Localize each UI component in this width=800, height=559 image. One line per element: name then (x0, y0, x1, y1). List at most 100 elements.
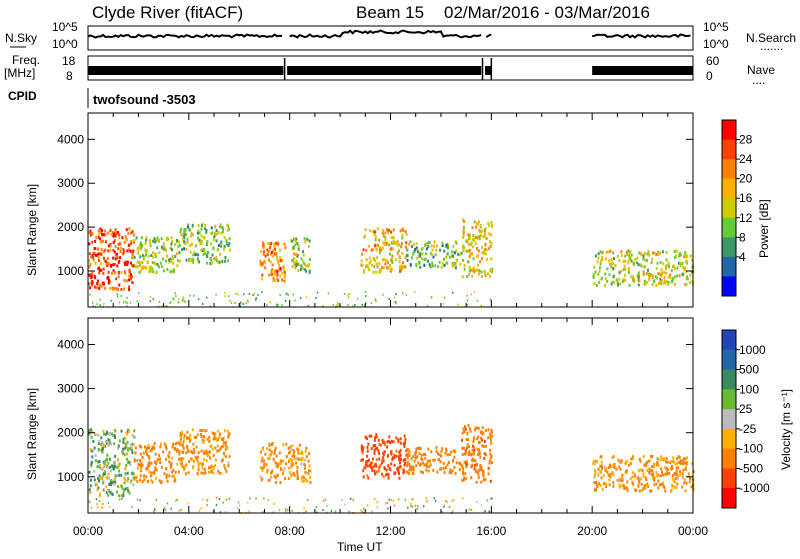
scatter-cell (262, 446, 265, 450)
scatter-cell (91, 281, 94, 285)
scatter-cell (682, 468, 685, 472)
scatter-cell (130, 443, 132, 447)
scatter-cell (462, 258, 465, 262)
scatter-cell (104, 459, 107, 463)
scatter-cell (118, 462, 121, 466)
scatter-cell (608, 259, 611, 263)
scatter-cell (124, 436, 127, 440)
scatter-cell (139, 445, 142, 449)
scatter-cell (642, 273, 645, 277)
scatter-cell (267, 457, 270, 461)
scatter-cell (384, 262, 387, 266)
scatter-cell (368, 261, 371, 265)
scatter-cell (184, 233, 187, 237)
scatter-cell (601, 276, 604, 280)
scatter-cell (139, 452, 142, 456)
scatter-cell (620, 253, 623, 257)
scatter-cell (660, 482, 663, 486)
scatter-cell (218, 471, 221, 475)
scatter-speckle (129, 301, 132, 304)
scatter-speckle (361, 303, 363, 306)
scatter-cell (112, 269, 115, 273)
scatter-cell (660, 282, 663, 286)
scatter-cell (665, 280, 668, 283)
scatter-cell (616, 478, 619, 482)
scatter-cell (206, 255, 209, 259)
scatter-cell (157, 458, 160, 462)
scatter-cell (481, 469, 484, 473)
scatter-cell (150, 254, 153, 257)
scatter-cell (660, 455, 663, 459)
scatter-cell (215, 255, 218, 259)
scatter-cell (389, 441, 391, 444)
x-tick-label: 16:00 (476, 524, 506, 538)
scatter-cell (159, 261, 162, 265)
scatter-cell (633, 474, 636, 478)
scatter-cell (661, 457, 664, 461)
scatter-cell (138, 463, 141, 467)
scatter-cell (664, 465, 667, 469)
scatter-cell (637, 484, 640, 488)
scatter-cell (295, 461, 297, 465)
scatter-speckle (476, 299, 479, 302)
scatter-cell (681, 261, 684, 265)
scatter-cell (187, 450, 190, 454)
scatter-cell (171, 248, 173, 252)
scatter-cell (144, 253, 147, 257)
scatter-cell (679, 459, 682, 463)
scatter-cell (133, 435, 136, 439)
scatter-cell (212, 437, 215, 441)
scatter-cell (646, 252, 649, 256)
scatter-cell (294, 266, 297, 270)
scatter-speckle (350, 497, 352, 500)
beam-label: Beam 15 (356, 3, 424, 22)
scatter-cell (608, 483, 611, 487)
scatter-cell (136, 247, 139, 250)
scatter-cell (475, 470, 478, 474)
scatter-cell (437, 265, 440, 269)
scatter-cell (374, 444, 377, 447)
scatter-speckle (103, 302, 105, 305)
colorbar-tick-label: 8 (739, 230, 746, 244)
scatter-cell (108, 482, 111, 486)
scatter-cell (150, 461, 153, 465)
scatter-cell (219, 447, 222, 451)
scatter-cell (224, 256, 227, 260)
scatter-cell (106, 276, 109, 280)
scatter-cell (92, 251, 95, 255)
scatter-speckle (412, 497, 414, 500)
scatter-cell (643, 251, 646, 255)
scatter-cell (644, 476, 647, 480)
scatter-cell (146, 446, 149, 450)
scatter-cell (118, 494, 121, 498)
scatter-speckle (206, 504, 208, 507)
scatter-cell (168, 474, 171, 478)
scatter-cell (221, 437, 224, 441)
scatter-cell (370, 465, 373, 469)
scatter-cell (94, 285, 97, 289)
scatter-cell (373, 451, 376, 455)
scatter-cell (181, 465, 184, 468)
scatter-cell (483, 452, 486, 456)
scatter-cell (595, 482, 598, 486)
scatter-cell (686, 260, 688, 264)
scatter-cell (645, 461, 648, 465)
scatter-cell (88, 273, 91, 277)
scatter-cell (128, 288, 131, 292)
scatter-cell (273, 452, 276, 455)
scatter-speckle (374, 298, 377, 301)
freq-unit: [MHz] (4, 66, 35, 80)
scatter-cell (192, 459, 195, 463)
scatter-cell (225, 469, 228, 473)
scatter-cell (180, 457, 183, 460)
scatter-cell (127, 477, 130, 481)
scatter-cell (161, 245, 164, 249)
scatter-cell (294, 243, 297, 247)
scatter-cell (261, 262, 264, 265)
scatter-cell (281, 472, 284, 476)
scatter-speckle (285, 510, 287, 513)
scatter-cell (469, 233, 472, 237)
scatter-cell (484, 252, 487, 256)
scatter-speckle (441, 510, 444, 513)
scatter-cell (114, 474, 117, 478)
